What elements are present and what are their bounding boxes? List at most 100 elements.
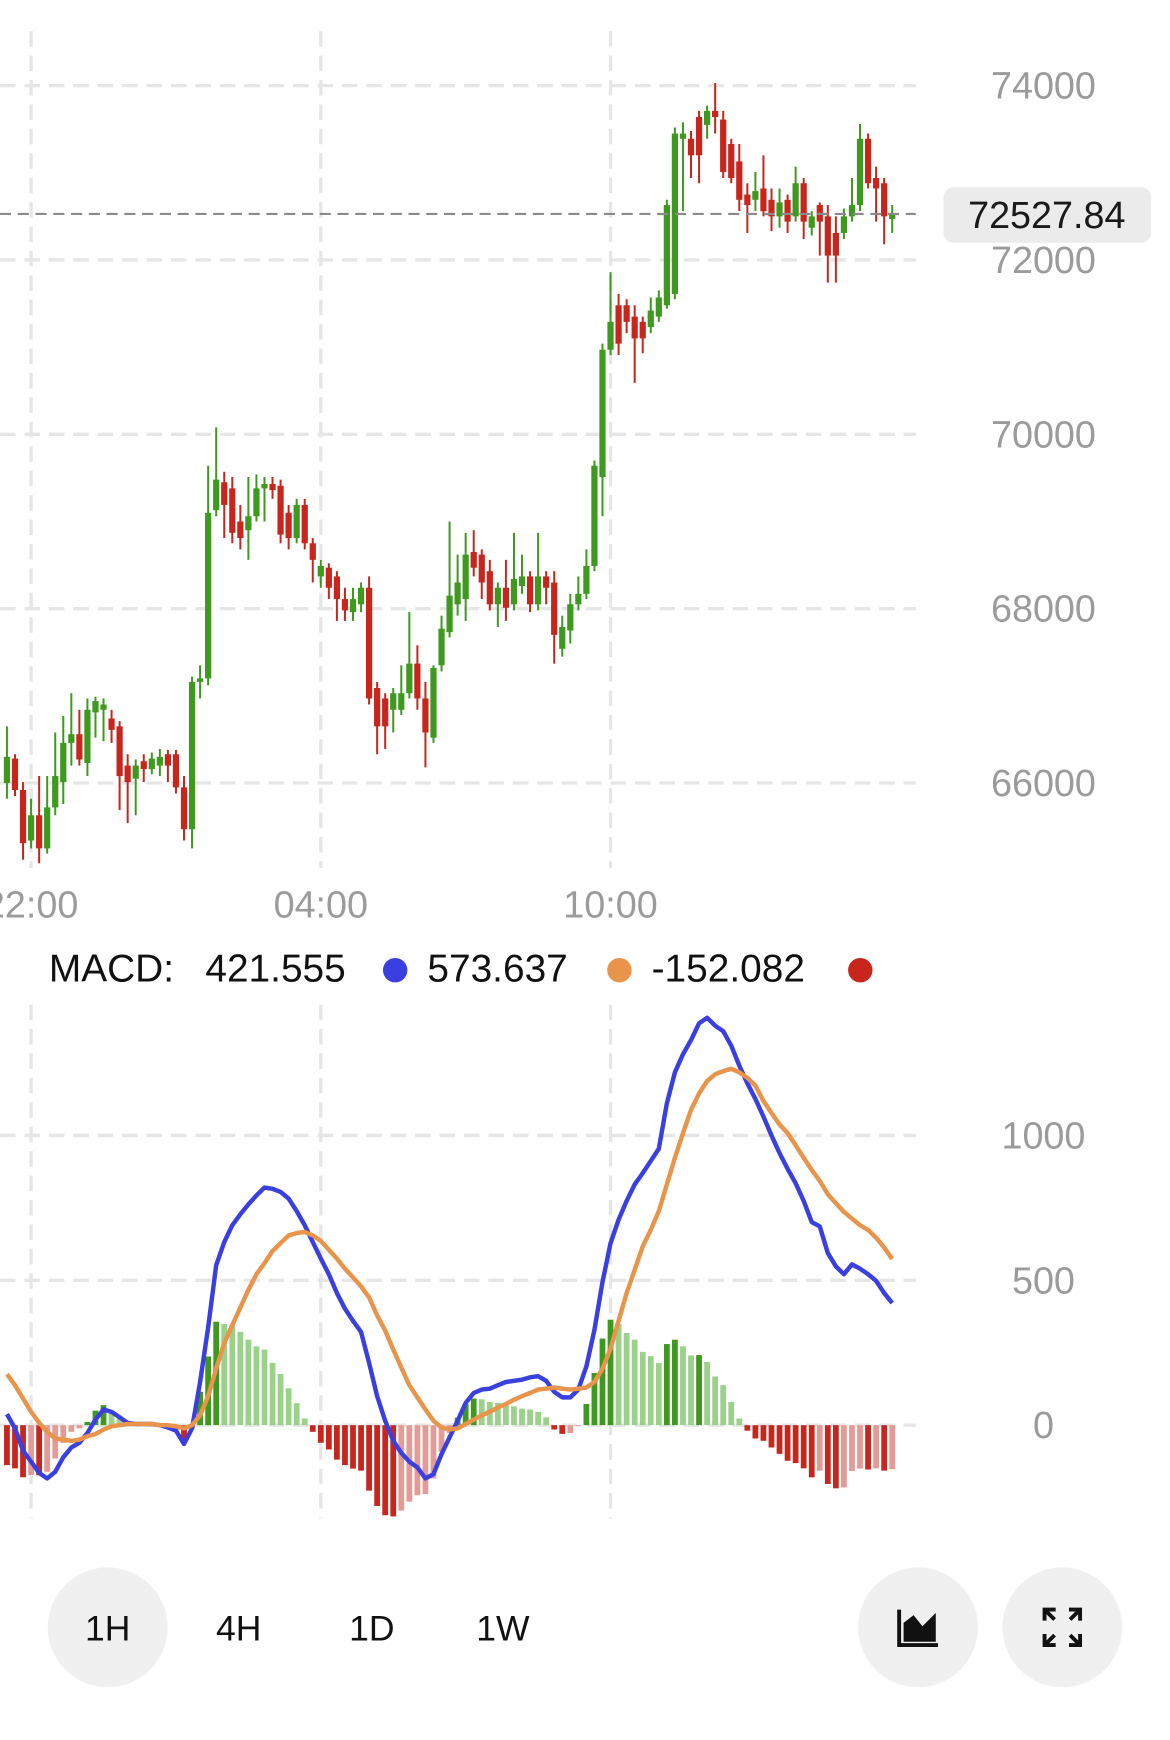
candle-body	[124, 765, 131, 783]
histogram-bar	[543, 1417, 550, 1426]
candle-body	[205, 512, 212, 679]
candle-body	[132, 765, 139, 779]
candle-body	[712, 110, 719, 117]
histogram-bar	[44, 1425, 51, 1472]
histogram-bar	[519, 1408, 525, 1426]
histogram-bar	[197, 1391, 203, 1426]
timeframe-label[interactable]: 1D	[349, 1608, 394, 1648]
histogram-bar	[334, 1425, 340, 1460]
legend-dot	[607, 957, 632, 983]
timeframe-button[interactable]: 4H	[216, 1608, 261, 1648]
timeframe-label[interactable]: 4H	[216, 1608, 261, 1648]
x-tick-label: 10:00	[563, 884, 657, 926]
candle-body	[470, 552, 477, 568]
histogram-bar	[873, 1425, 879, 1469]
candle-body	[422, 698, 429, 733]
histogram-bar	[116, 1417, 123, 1426]
candle-body	[534, 576, 542, 605]
fullscreen-button[interactable]	[1002, 1567, 1123, 1688]
histogram-bar	[374, 1425, 381, 1506]
histogram-bar	[478, 1399, 485, 1426]
candle-body	[848, 205, 856, 217]
histogram-bar	[849, 1425, 855, 1471]
candle-body	[382, 698, 389, 727]
timeframe-label[interactable]: 1W	[476, 1608, 530, 1648]
candle-body	[864, 138, 872, 184]
candle-body	[760, 188, 767, 212]
histogram-bar	[84, 1421, 91, 1426]
y-tick-label: 0	[1033, 1404, 1054, 1446]
candle-body	[551, 582, 558, 635]
candle-body	[462, 554, 469, 600]
histogram-bar	[390, 1425, 397, 1517]
candle-body	[752, 191, 759, 200]
histogram-bar	[591, 1373, 598, 1426]
candle-body	[116, 726, 123, 777]
timeframe-label[interactable]: 1H	[85, 1608, 130, 1648]
candle-body	[180, 787, 188, 830]
histogram-bar	[237, 1331, 244, 1426]
candle-body	[398, 693, 405, 710]
y-tick-label: 74000	[991, 65, 1096, 107]
histogram-bar	[599, 1338, 606, 1426]
candle-body	[430, 667, 437, 738]
signal-value: 573.637	[427, 948, 567, 991]
histogram-bar	[816, 1425, 823, 1471]
chart-style-button[interactable]	[858, 1567, 978, 1688]
histogram-bar	[470, 1398, 477, 1426]
candle-body	[567, 604, 574, 631]
histogram-bar	[639, 1351, 646, 1426]
candle-body	[744, 194, 751, 206]
candle-body	[414, 663, 421, 699]
histogram-bar	[841, 1425, 847, 1488]
timeframe-bar: 1H 4H 1D 1W	[47, 1567, 530, 1688]
candle-body	[293, 504, 300, 539]
candle-body	[494, 587, 501, 605]
candle-body	[221, 482, 228, 505]
candle-body	[583, 565, 590, 594]
expand-icon	[1042, 1607, 1083, 1648]
candle-body	[768, 199, 775, 217]
timeframe-button[interactable]: 1W	[476, 1608, 530, 1648]
candle-body	[832, 232, 839, 256]
timeframe-button[interactable]: 1H	[47, 1567, 168, 1688]
histogram-bar	[108, 1410, 115, 1426]
candle-body	[390, 693, 397, 710]
histogram-bar	[752, 1425, 759, 1439]
histogram-bar	[398, 1425, 405, 1511]
histogram-bar	[728, 1401, 735, 1426]
histogram-bar	[655, 1362, 662, 1426]
candle-body	[663, 205, 670, 306]
candle-body	[309, 543, 316, 560]
histogram-bar	[325, 1425, 332, 1450]
histogram-bar	[559, 1425, 566, 1434]
histogram-bar	[704, 1362, 710, 1426]
candle-body	[108, 718, 115, 730]
histogram-bar	[712, 1376, 719, 1426]
histogram-bar	[438, 1425, 445, 1452]
histogram-bar	[776, 1425, 783, 1454]
candle-body	[36, 815, 43, 849]
histogram-bar	[824, 1425, 831, 1484]
button-bg[interactable]	[1002, 1567, 1123, 1688]
last-price-label: 72527.84	[968, 194, 1125, 236]
histogram-bar	[317, 1425, 324, 1443]
histogram-bar	[631, 1339, 638, 1426]
histogram-bar	[350, 1425, 356, 1469]
macd-value: 421.555	[205, 948, 345, 991]
candle-body	[76, 734, 83, 760]
candle-body	[518, 576, 526, 587]
histogram-bar	[623, 1333, 630, 1426]
candle-body	[840, 216, 848, 233]
candle-body	[679, 133, 687, 139]
button-bg[interactable]	[47, 1567, 168, 1688]
histogram-bar	[181, 1425, 187, 1441]
histogram-bar	[760, 1425, 767, 1441]
candle-body	[164, 754, 172, 766]
x-tick-label: 22:00	[0, 884, 78, 926]
y-tick-label: 1000	[1001, 1114, 1085, 1156]
timeframe-button[interactable]: 1D	[349, 1608, 394, 1648]
candle-body	[856, 138, 864, 206]
histogram-bar	[784, 1425, 791, 1461]
candle-body	[607, 321, 614, 350]
